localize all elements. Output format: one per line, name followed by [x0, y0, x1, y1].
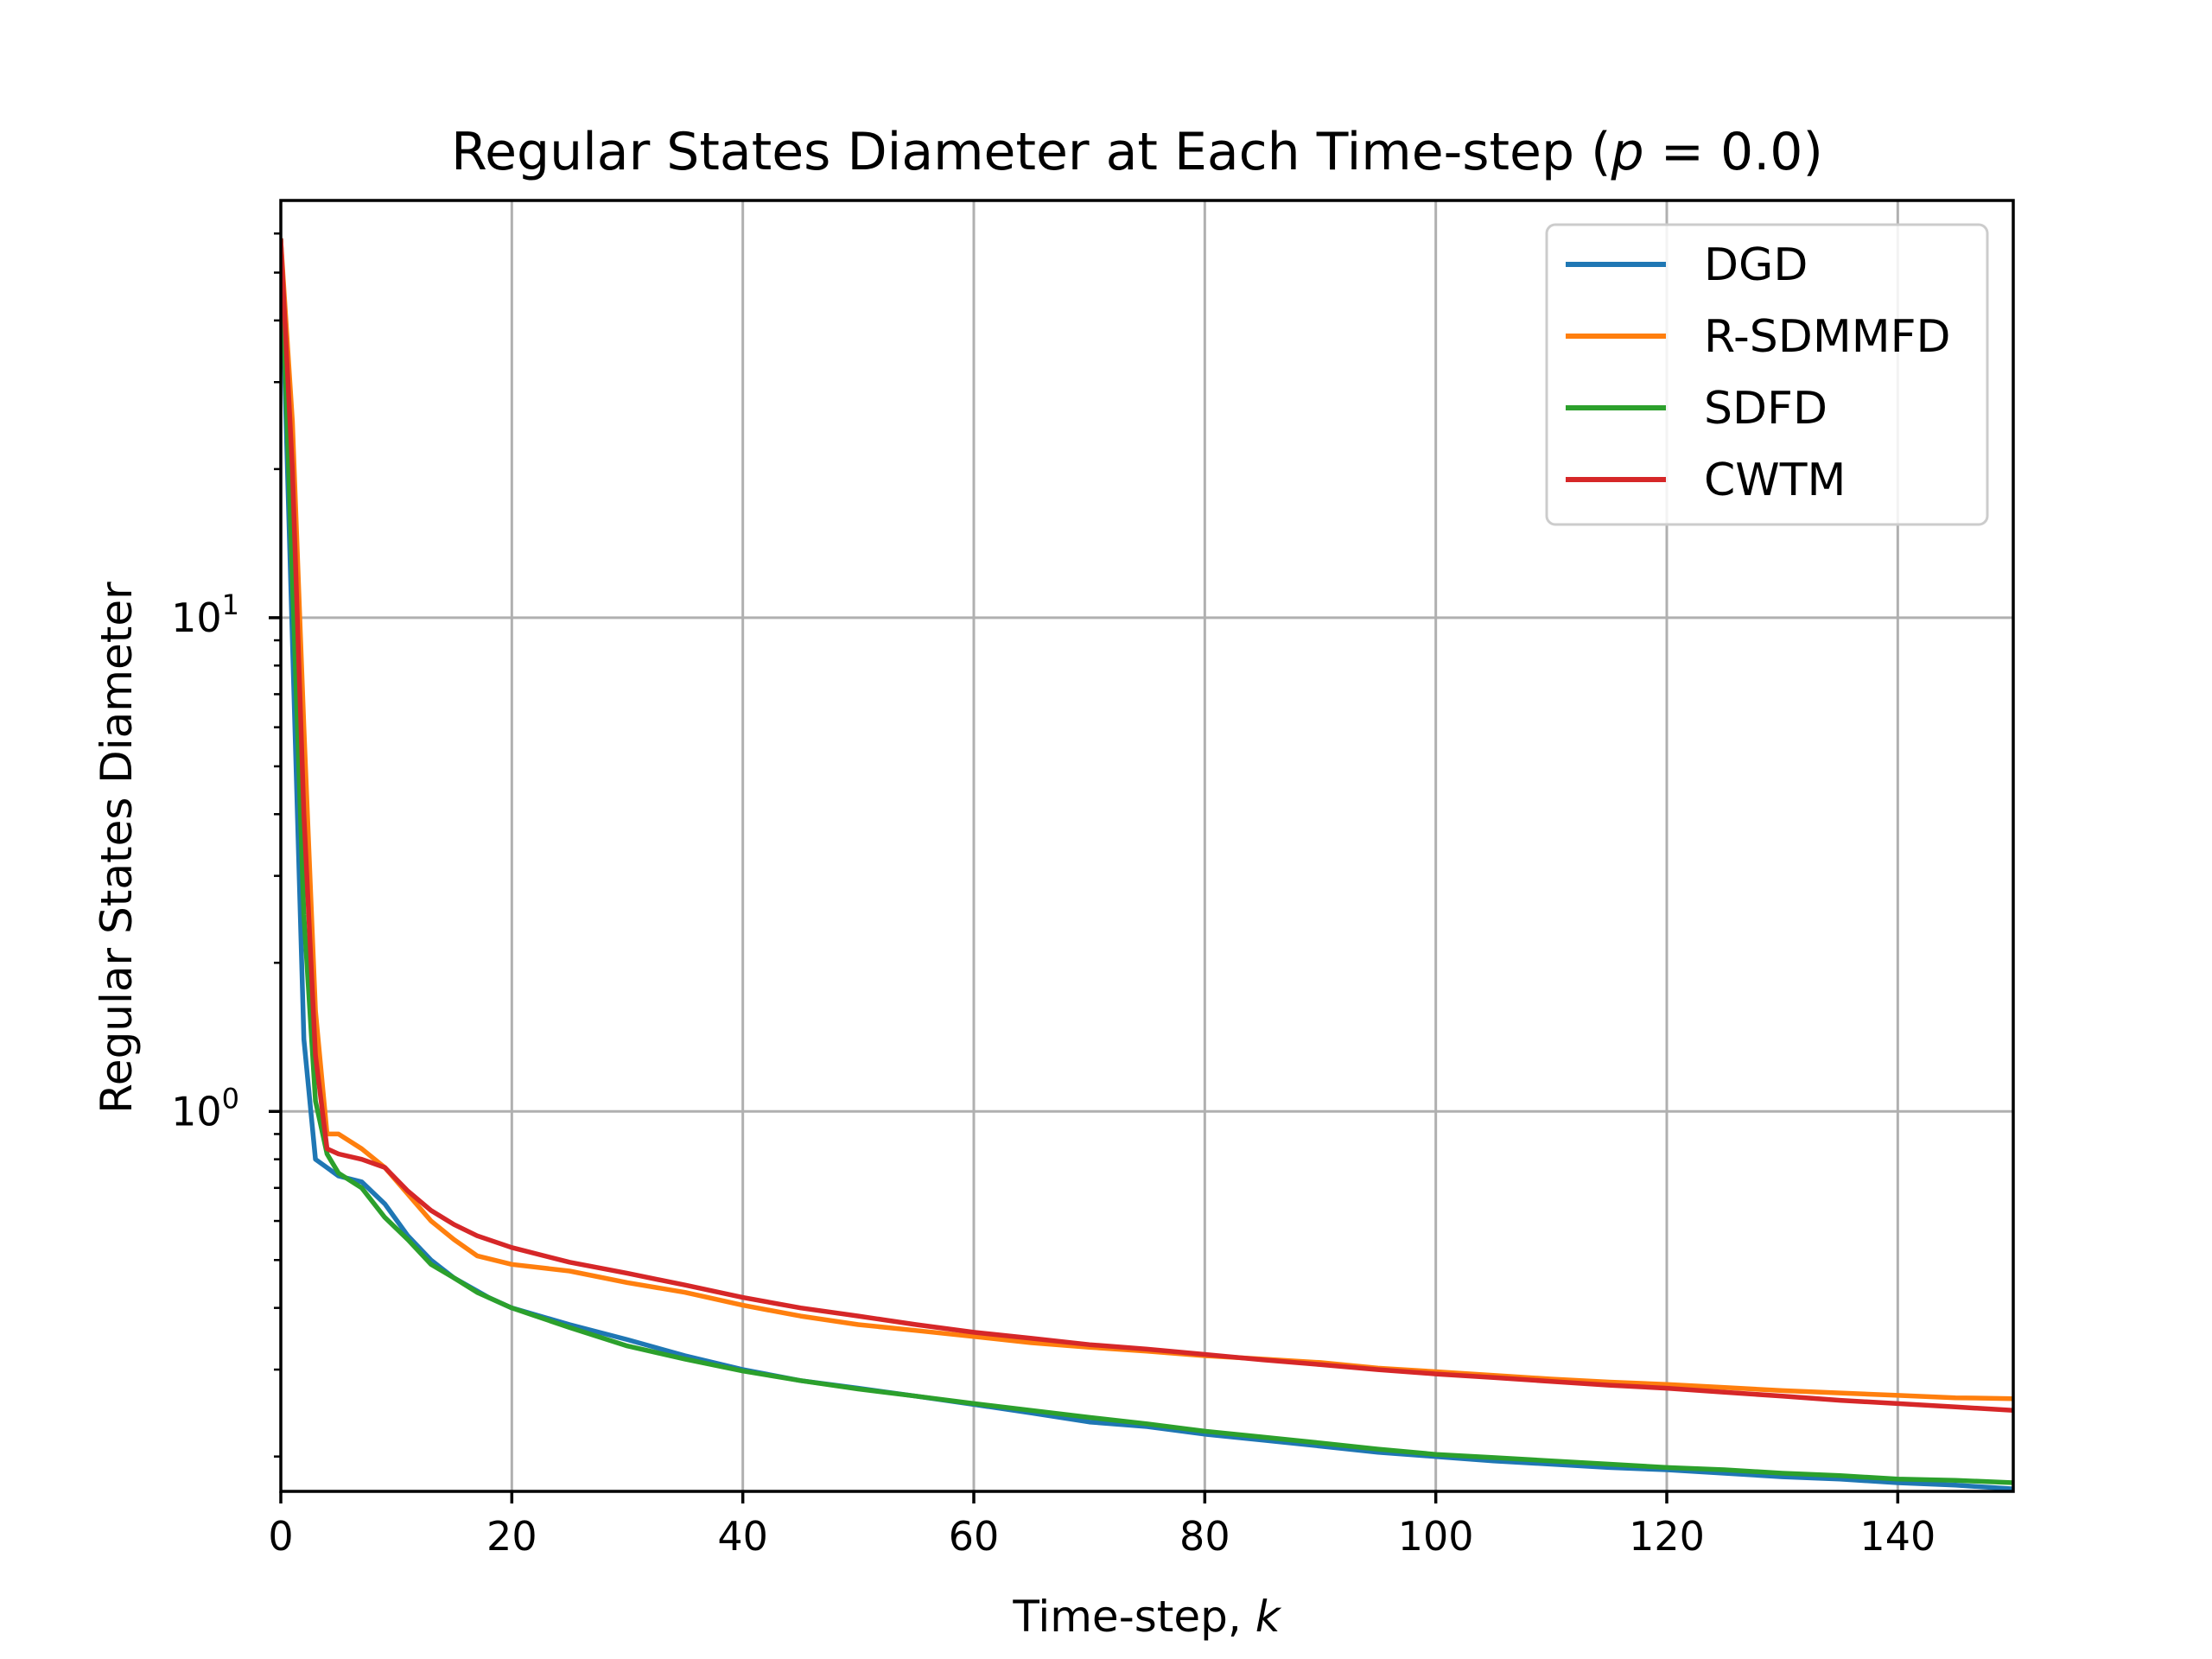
x-axis-label: Time-step, k: [1012, 1592, 1281, 1642]
legend-label-dgd: DGD: [1704, 239, 1808, 291]
chart-title-before: Regular States Diameter at Each Time-ste…: [451, 122, 1611, 182]
series-line-r-sdmmfd: [281, 238, 2013, 1402]
x-tick-label: 60: [949, 1513, 1000, 1560]
series-line-cwtm: [281, 238, 2013, 1414]
x-axis-label-italic: k: [1255, 1592, 1282, 1642]
legend-label-sdfd: SDFD: [1704, 383, 1827, 435]
chart-title-after: = 0.0): [1644, 122, 1823, 182]
x-tick-label: 100: [1398, 1513, 1474, 1560]
x-tick-label: 40: [717, 1513, 768, 1560]
x-tick-label: 0: [268, 1513, 293, 1560]
x-axis-label-text: Time-step,: [1012, 1592, 1255, 1642]
x-tick-label: 20: [486, 1513, 537, 1560]
legend-box: [1545, 223, 1989, 526]
series-layer: [281, 238, 2013, 1491]
grid-lines: [281, 200, 2013, 1491]
series-line-sdfd: [281, 238, 2013, 1485]
x-tick-label: 120: [1629, 1513, 1705, 1560]
y-tick-label: 100: [171, 1082, 239, 1135]
plot-frame: [279, 199, 2015, 1493]
chart-title: Regular States Diameter at Each Time-ste…: [451, 122, 1823, 182]
legend-label-r-sdmmfd: R-SDMMFD: [1704, 311, 1951, 363]
x-tick-label: 80: [1179, 1513, 1230, 1560]
axis-ticks: 0 20 40 60 80 100 120 140 100 101: [171, 232, 1936, 1560]
legend: DGD R-SDMMFD SDFD CWTM: [1545, 223, 1989, 526]
y-axis-label: Regular States Diameter: [92, 582, 142, 1114]
legend-label-cwtm: CWTM: [1704, 454, 1846, 506]
y-tick-label: 101: [171, 588, 239, 641]
chart-title-italic: p: [1611, 122, 1644, 182]
x-tick-label: 140: [1859, 1513, 1936, 1560]
